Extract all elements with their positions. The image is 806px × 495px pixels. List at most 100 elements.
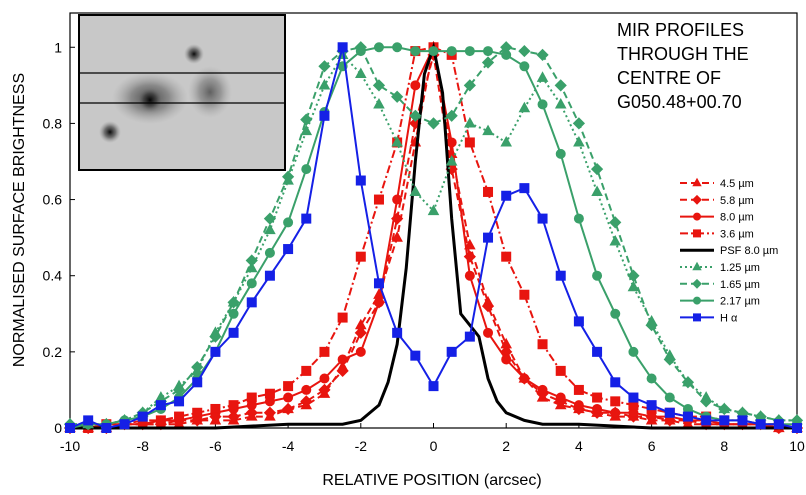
marker — [355, 346, 366, 357]
marker — [519, 289, 530, 300]
marker — [573, 136, 585, 147]
marker — [300, 124, 313, 136]
marker — [592, 403, 603, 414]
marker — [573, 384, 584, 395]
marker — [83, 415, 94, 426]
marker — [792, 423, 802, 433]
marker — [65, 423, 75, 433]
marker — [392, 327, 403, 338]
marker — [319, 373, 330, 384]
marker — [446, 137, 457, 148]
marker — [283, 392, 294, 403]
marker — [246, 392, 257, 403]
marker — [410, 46, 421, 57]
marker — [300, 395, 313, 408]
marker — [336, 364, 349, 377]
series-line — [70, 46, 797, 426]
marker — [337, 42, 348, 53]
chart-title: G050.48+00.70 — [617, 92, 742, 112]
marker — [228, 308, 239, 319]
marker — [355, 46, 366, 57]
marker — [501, 49, 512, 60]
legend: 4.5 µm 5.8 µm 8.0 µm 3.6 µm PSF 8.0 µm 1.25 µ… — [680, 177, 778, 324]
marker — [519, 373, 530, 384]
marker — [191, 360, 204, 374]
marker — [283, 244, 294, 255]
marker — [463, 79, 476, 92]
legend-label: 1.25 µm — [720, 262, 760, 274]
inset-image — [78, 14, 286, 171]
chart-title: THROUGH THE — [617, 44, 749, 64]
marker — [627, 280, 640, 292]
marker — [483, 327, 494, 338]
y-tick-label: 0.6 — [43, 192, 63, 208]
marker — [301, 213, 312, 224]
legend-label: PSF 8.0 µm — [720, 245, 778, 257]
marker — [610, 396, 621, 407]
marker — [301, 384, 312, 395]
marker — [246, 297, 257, 308]
marker — [227, 296, 240, 309]
marker — [174, 396, 185, 407]
marker — [300, 113, 313, 126]
marker — [483, 232, 494, 243]
marker — [373, 297, 384, 308]
x-tick-label: -10 — [60, 438, 80, 454]
marker — [427, 117, 440, 130]
marker — [464, 137, 475, 148]
marker — [301, 365, 312, 376]
marker — [192, 407, 203, 418]
marker — [573, 213, 584, 224]
y-tick-label: 0 — [54, 420, 62, 436]
marker — [592, 270, 603, 281]
marker — [591, 185, 603, 197]
marker — [718, 402, 731, 416]
legend-label: 4.5 µm — [720, 178, 754, 190]
marker — [355, 251, 366, 262]
marker — [445, 155, 458, 166]
marker — [391, 90, 404, 103]
marker — [590, 162, 604, 176]
marker — [664, 407, 675, 418]
marker — [693, 229, 701, 238]
marker — [628, 392, 639, 403]
marker — [155, 415, 166, 426]
marker — [573, 400, 584, 411]
marker — [409, 109, 422, 122]
marker — [663, 353, 676, 366]
marker — [301, 164, 312, 175]
marker — [755, 419, 766, 430]
marker — [355, 67, 367, 79]
marker — [501, 190, 512, 201]
marker — [318, 60, 331, 73]
marker — [263, 212, 277, 225]
x-tick-label: -8 — [136, 438, 149, 454]
marker — [392, 194, 403, 205]
marker — [537, 213, 548, 224]
marker — [391, 231, 403, 242]
marker — [555, 365, 566, 376]
y-tick-label: 0.8 — [43, 115, 63, 131]
series — [65, 42, 802, 433]
marker — [519, 183, 530, 194]
marker — [554, 97, 567, 109]
marker — [283, 381, 294, 392]
marker — [264, 223, 276, 235]
marker — [209, 330, 222, 343]
marker — [446, 46, 457, 57]
marker — [318, 383, 331, 397]
x-tick-label: 6 — [648, 438, 656, 454]
marker — [137, 411, 148, 422]
legend-label: 2.17 µm — [720, 296, 760, 308]
legend-label: H α — [720, 312, 738, 324]
marker — [692, 261, 702, 271]
chart-title: CENTRE OF — [617, 68, 721, 88]
marker — [501, 354, 512, 365]
marker — [592, 392, 603, 403]
marker — [518, 101, 531, 113]
marker — [155, 400, 166, 411]
marker — [464, 46, 475, 57]
marker — [174, 411, 185, 422]
marker — [392, 42, 403, 53]
x-tick-label: 8 — [720, 438, 728, 454]
